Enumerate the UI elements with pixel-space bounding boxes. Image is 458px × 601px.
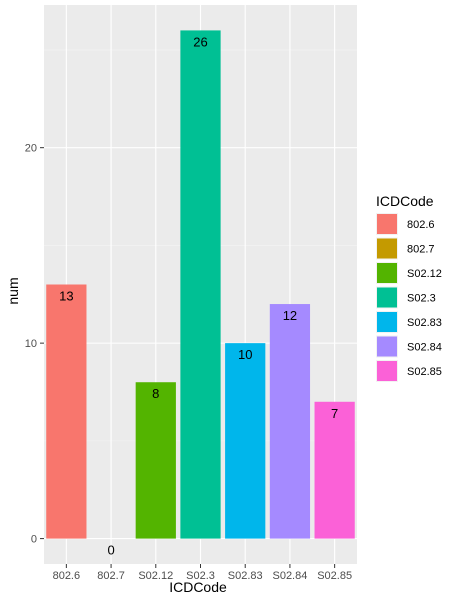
y-tick-label: 10 [25,338,37,350]
legend-label-S02.3: S02.3 [407,293,436,305]
bar-S02.3 [180,30,221,539]
x-tick-label: S02.84 [272,570,307,582]
legend-label-S02.12: S02.12 [407,268,442,280]
data-label-802.7: 0 [107,543,114,558]
x-tick-label: S02.85 [317,570,352,582]
x-tick-label: S02.3 [186,570,215,582]
bar-S02.12 [135,382,176,539]
data-label-S02.12: 8 [152,386,159,401]
legend-swatch-S02.85 [377,361,397,381]
legend-swatch-S02.3 [377,287,397,308]
data-label-S02.84: 12 [283,308,297,323]
legend-label-802.6: 802.6 [407,219,435,231]
y-tick-label: 0 [31,534,37,546]
bar-802.6 [46,284,87,539]
data-label-S02.85: 7 [331,406,338,421]
bars [46,30,355,539]
bar-S02.83 [225,343,266,539]
legend-swatch-802.7 [377,238,397,259]
bar-S02.85 [314,401,355,539]
legend-label-S02.84: S02.84 [407,342,442,354]
y-axis-title: num [5,277,21,304]
data-label-802.6: 13 [59,289,73,304]
x-tick-label: 802.7 [97,570,125,582]
legend-title: ICDCode [376,193,434,209]
legend-label-S02.85: S02.85 [407,366,442,378]
x-tick-label: S02.12 [138,570,173,582]
x-axis-title: ICDCode [169,579,227,595]
bar-labels: 13 0 8 26 10 12 7 [59,34,338,557]
legend-swatch-S02.12 [377,263,397,283]
x-tick-label: S02.83 [228,570,263,582]
legend: ICDCode 802.6 802.7 S02.12 S02.3 S02.83 S02.8… [376,193,442,382]
legend-swatch-S02.83 [377,312,397,332]
data-label-S02.3: 26 [193,34,207,49]
x-axis: 802.6 802.7 S02.12 S02.3 S02.83 S02.84 S02.85 [53,564,352,582]
data-label-S02.83: 10 [238,347,252,362]
legend-label-802.7: 802.7 [407,244,435,256]
legend-swatch-S02.84 [377,336,397,357]
legend-swatch-802.6 [377,214,397,234]
legend-label-S02.83: S02.83 [407,317,442,329]
y-axis: 0 10 20 [25,143,44,546]
y-tick-label: 20 [25,143,37,155]
bar-S02.84 [269,304,311,539]
legend-items: 802.6 802.7 S02.12 S02.3 S02.83 S02.84 S02.85 [376,213,442,382]
x-tick-label: 802.6 [53,570,81,582]
